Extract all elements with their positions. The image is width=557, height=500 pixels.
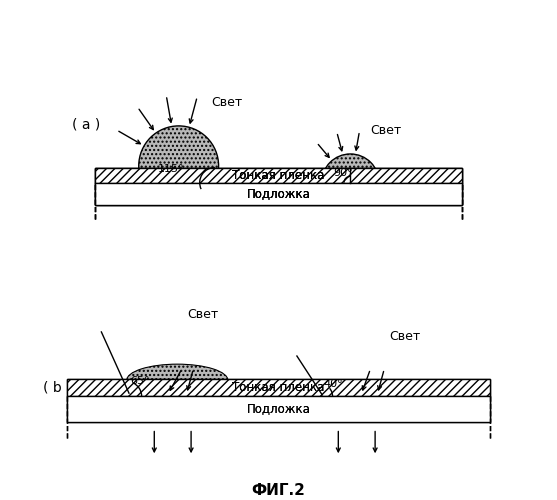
Text: Тонкая пленка: Тонкая пленка bbox=[232, 168, 325, 181]
Text: Подложка: Подложка bbox=[247, 402, 310, 415]
Text: Свет: Свет bbox=[187, 308, 218, 321]
Bar bbox=[67, 396, 490, 421]
Bar bbox=[95, 182, 462, 204]
Text: 40°: 40° bbox=[324, 379, 343, 389]
Text: Подложка: Подложка bbox=[247, 402, 310, 415]
Bar bbox=[95, 168, 462, 182]
Bar bbox=[95, 168, 462, 182]
Text: 115°: 115° bbox=[158, 164, 184, 173]
Circle shape bbox=[321, 154, 379, 212]
Text: Подложка: Подложка bbox=[247, 187, 310, 200]
Text: Тонкая пленка: Тонкая пленка bbox=[232, 168, 325, 181]
Bar bbox=[315, 396, 407, 500]
Bar bbox=[316, 182, 385, 302]
Circle shape bbox=[139, 126, 218, 206]
Text: Подложка: Подложка bbox=[247, 187, 310, 200]
Text: Свет: Свет bbox=[389, 330, 421, 343]
Text: Тонкая пленка: Тонкая пленка bbox=[232, 381, 325, 394]
Text: Подложка: Подложка bbox=[247, 187, 310, 200]
Text: Свет: Свет bbox=[371, 124, 402, 137]
Text: Свет: Свет bbox=[211, 96, 242, 109]
Ellipse shape bbox=[126, 364, 228, 396]
Text: Тонкая пленка: Тонкая пленка bbox=[232, 381, 325, 394]
Bar bbox=[67, 379, 490, 396]
Bar bbox=[133, 182, 224, 302]
Bar bbox=[95, 182, 462, 204]
Bar bbox=[67, 379, 490, 396]
Bar bbox=[95, 182, 462, 204]
Text: ( a ): ( a ) bbox=[72, 118, 100, 132]
Bar bbox=[95, 168, 462, 182]
Text: ФИГ.2: ФИГ.2 bbox=[252, 483, 305, 498]
Bar bbox=[67, 396, 490, 421]
Text: Тонкая пленка: Тонкая пленка bbox=[232, 168, 325, 181]
Ellipse shape bbox=[320, 382, 403, 396]
Bar bbox=[122, 396, 232, 500]
Text: ( b ): ( b ) bbox=[42, 380, 71, 394]
Text: 90°: 90° bbox=[334, 168, 353, 177]
Text: 65°: 65° bbox=[130, 376, 150, 386]
